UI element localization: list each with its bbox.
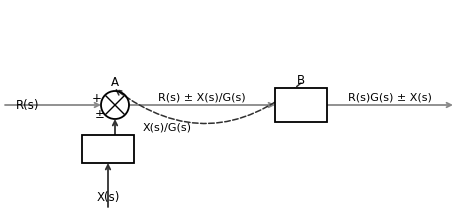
Text: R(s)G(s) ± X(s): R(s)G(s) ± X(s) bbox=[348, 92, 432, 102]
Text: A: A bbox=[111, 77, 119, 89]
Text: R(s): R(s) bbox=[16, 99, 40, 112]
Text: +: + bbox=[92, 92, 102, 106]
Text: B: B bbox=[297, 74, 305, 86]
Bar bbox=[82, 135, 134, 163]
Text: G(s): G(s) bbox=[289, 99, 313, 112]
Text: R(s) ± X(s)/G(s): R(s) ± X(s)/G(s) bbox=[158, 92, 246, 102]
Bar bbox=[275, 88, 327, 122]
Text: X(s): X(s) bbox=[96, 191, 120, 205]
Text: X(s)/G(s): X(s)/G(s) bbox=[143, 123, 192, 133]
Text: ±: ± bbox=[95, 107, 105, 120]
Text: 1/G(s): 1/G(s) bbox=[90, 142, 126, 155]
